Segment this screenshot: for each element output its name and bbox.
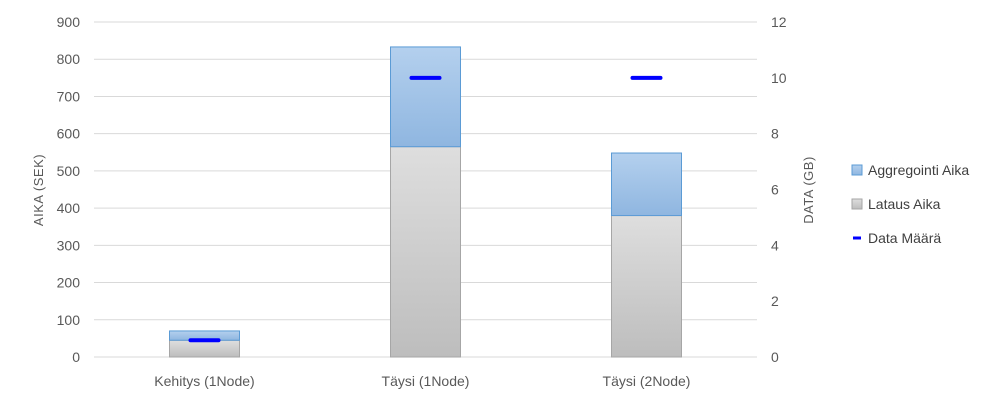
y-tick-label: 700	[57, 88, 81, 104]
y-tick-label: 600	[57, 126, 81, 142]
y-tick-label: 900	[57, 14, 81, 30]
y-tick-label: 100	[57, 312, 81, 328]
bar-segment	[390, 146, 461, 358]
left-axis-ticks: 0 100 200 300 400 500 600 700 800 900	[57, 14, 81, 365]
legend-swatch	[851, 198, 863, 210]
y2-tick-label: 8	[771, 126, 779, 142]
y2-tick-label: 10	[771, 70, 787, 86]
y2-tick-label: 12	[771, 14, 787, 30]
legend-label: Aggregointi Aika	[868, 162, 969, 178]
x-tick-label: Kehitys (1Node)	[154, 373, 254, 389]
y2-tick-label: 2	[771, 293, 779, 309]
y-tick-label: 0	[72, 349, 80, 365]
x-axis-ticks: Kehitys (1Node) Täysi (1Node) Täysi (2Node…	[154, 373, 690, 389]
bar-segment	[390, 46, 461, 148]
bars	[169, 46, 682, 358]
legend: Aggregointi Aika Lataus Aika Data Määrä	[851, 162, 969, 246]
legend-label: Lataus Aika	[868, 196, 941, 212]
x-tick-label: Täysi (1Node)	[382, 373, 470, 389]
bar-segment	[611, 152, 682, 217]
y-axis-title: AIKA (SEK)	[31, 154, 46, 226]
y-tick-label: 800	[57, 51, 81, 67]
y-tick-label: 500	[57, 163, 81, 179]
y2-tick-label: 0	[771, 349, 779, 365]
y2-tick-label: 6	[771, 182, 779, 198]
y-tick-label: 300	[57, 237, 81, 253]
bar-segment	[611, 215, 682, 358]
data-markers	[188, 75, 663, 343]
legend-swatch	[851, 164, 863, 176]
bar-segment	[169, 339, 240, 358]
right-axis-ticks: 0 2 4 6 8 10 12	[771, 14, 787, 365]
y2-axis-title: DATA (GB)	[801, 156, 816, 224]
x-tick-label: Täysi (2Node)	[603, 373, 691, 389]
legend-label: Data Määrä	[868, 230, 941, 246]
y2-tick-label: 4	[771, 237, 779, 253]
y-tick-label: 400	[57, 200, 81, 216]
y-tick-label: 200	[57, 275, 81, 291]
